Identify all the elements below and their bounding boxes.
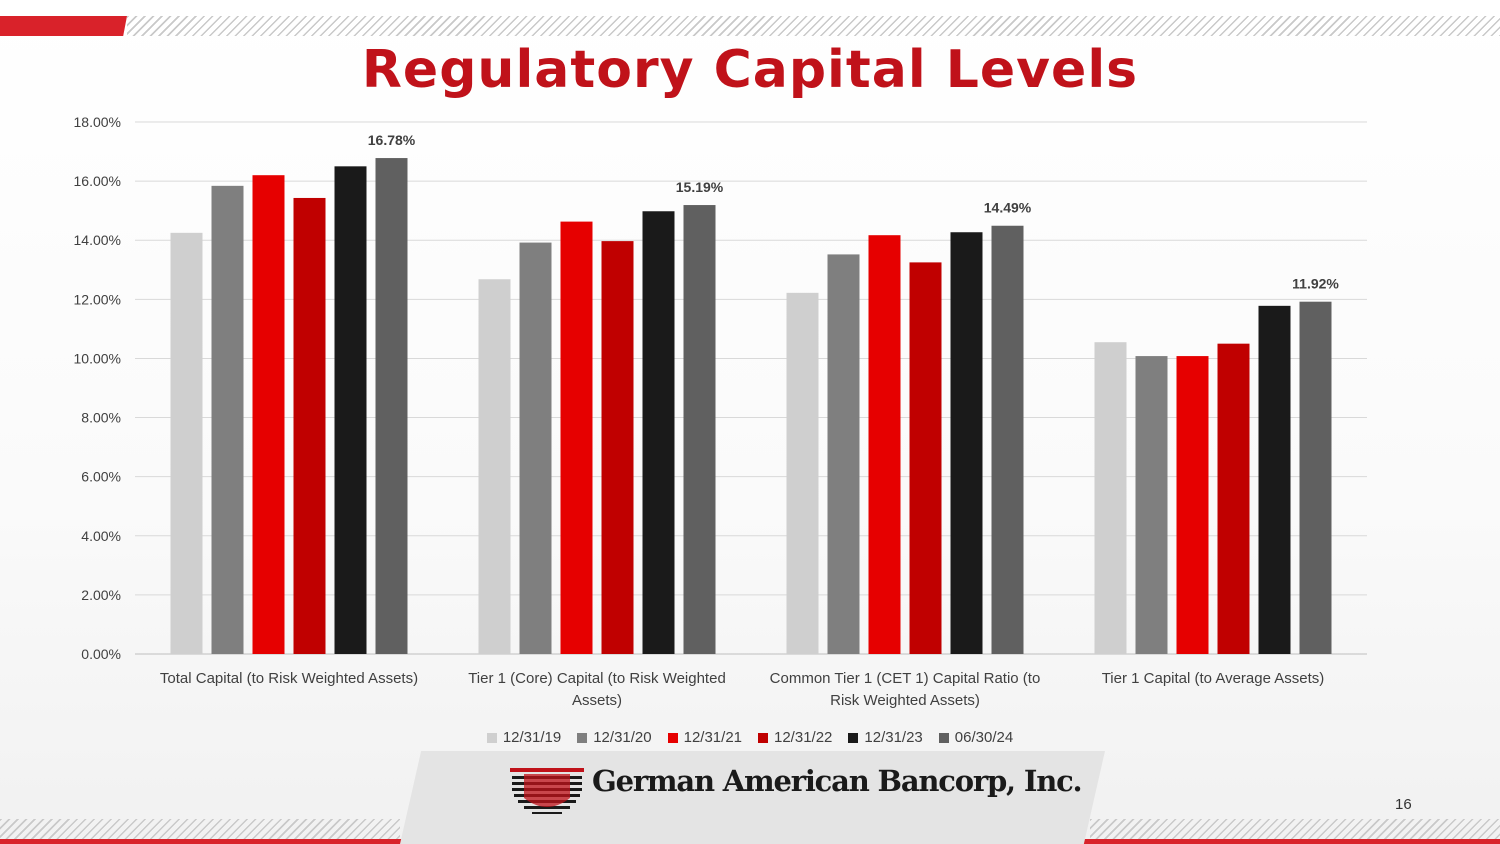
logo-panel (400, 751, 1105, 844)
legend-swatch (667, 732, 678, 743)
bar (375, 158, 408, 654)
legend-swatch (486, 732, 497, 743)
chart-legend: 12/31/19 12/31/20 12/31/21 12/31/22 12/31/23… (0, 729, 1500, 746)
bar (991, 225, 1024, 655)
y-tick-label: 18.00% (74, 114, 121, 130)
bar (170, 232, 203, 655)
bar (1217, 343, 1250, 654)
bar (519, 242, 552, 654)
x-tick-label: Assets) (572, 692, 622, 709)
x-tick-label: Tier 1 (Core) Capital (to Risk Weighted (468, 670, 726, 687)
y-tick-label: 16.00% (74, 173, 121, 189)
bar-chart: 0.00% 2.00% 4.00% 6.00% 8.00% 10.00% 12.00% 14.… (74, 114, 1367, 709)
bar (293, 197, 326, 655)
company-logo-icon (510, 768, 584, 814)
bar (827, 254, 860, 655)
bar (1094, 342, 1127, 654)
legend-item: 12/31/22 (758, 729, 832, 746)
bar (868, 235, 901, 654)
legend-swatch (938, 732, 949, 743)
data-label: 14.49% (984, 200, 1032, 216)
legend-label: 12/31/22 (774, 729, 833, 746)
x-tick-label: Total Capital (to Risk Weighted Assets) (160, 670, 418, 687)
legend-item: 12/31/21 (667, 729, 742, 746)
top-red-accent (0, 16, 127, 36)
legend-item: 12/31/23 (848, 729, 923, 746)
bottom-hatch-right (1090, 819, 1500, 839)
page-number: 16 (1395, 796, 1412, 813)
bar (211, 185, 244, 654)
bar (601, 241, 634, 654)
slide-title: Regulatory Capital Levels (361, 40, 1139, 100)
bar (683, 205, 716, 654)
bottom-hatch-left (0, 819, 400, 839)
bar (334, 166, 367, 655)
y-tick-label: 8.00% (81, 410, 121, 426)
y-tick-label: 12.00% (74, 291, 121, 307)
legend-label: 12/31/19 (502, 729, 562, 746)
company-name: German American Bancorp, Inc. (592, 764, 1083, 798)
bar (478, 279, 511, 654)
y-tick-label: 10.00% (74, 350, 121, 366)
y-tick-label: 6.00% (81, 469, 121, 485)
bar (1258, 305, 1291, 654)
legend-label: 12/31/21 (683, 729, 742, 746)
bar (909, 262, 942, 654)
x-tick-label: Common Tier 1 (CET 1) Capital Ratio (to (770, 670, 1041, 687)
bar (950, 232, 983, 654)
legend-item: 12/31/19 (486, 729, 562, 746)
bar (1176, 356, 1209, 654)
top-hatch-band (127, 16, 1500, 36)
bar (560, 221, 593, 654)
legend-swatch (577, 732, 588, 743)
legend-swatch (758, 732, 768, 743)
x-tick-label: Tier 1 Capital (to Average Assets) (1102, 670, 1325, 687)
data-label: 16.78% (368, 132, 416, 148)
y-tick-label: 4.00% (81, 528, 121, 544)
y-tick-label: 2.00% (81, 587, 121, 603)
legend-item: 06/30/24 (938, 729, 1014, 746)
legend-label: 06/30/24 (954, 729, 1014, 746)
bar (252, 175, 285, 654)
bar (786, 292, 819, 654)
legend-item: 12/31/20 (577, 729, 652, 746)
bar (1135, 356, 1168, 654)
data-label: 15.19% (676, 179, 724, 195)
bar (642, 211, 675, 654)
legend-label: 12/31/20 (593, 729, 652, 746)
x-tick-label: Risk Weighted Assets) (830, 692, 980, 709)
bar (1299, 301, 1332, 654)
legend-swatch (848, 732, 859, 743)
y-tick-label: 14.00% (74, 232, 121, 248)
legend-label: 12/31/23 (864, 729, 923, 746)
y-tick-label: 0.00% (81, 646, 121, 662)
data-label: 11.92% (1292, 276, 1339, 292)
